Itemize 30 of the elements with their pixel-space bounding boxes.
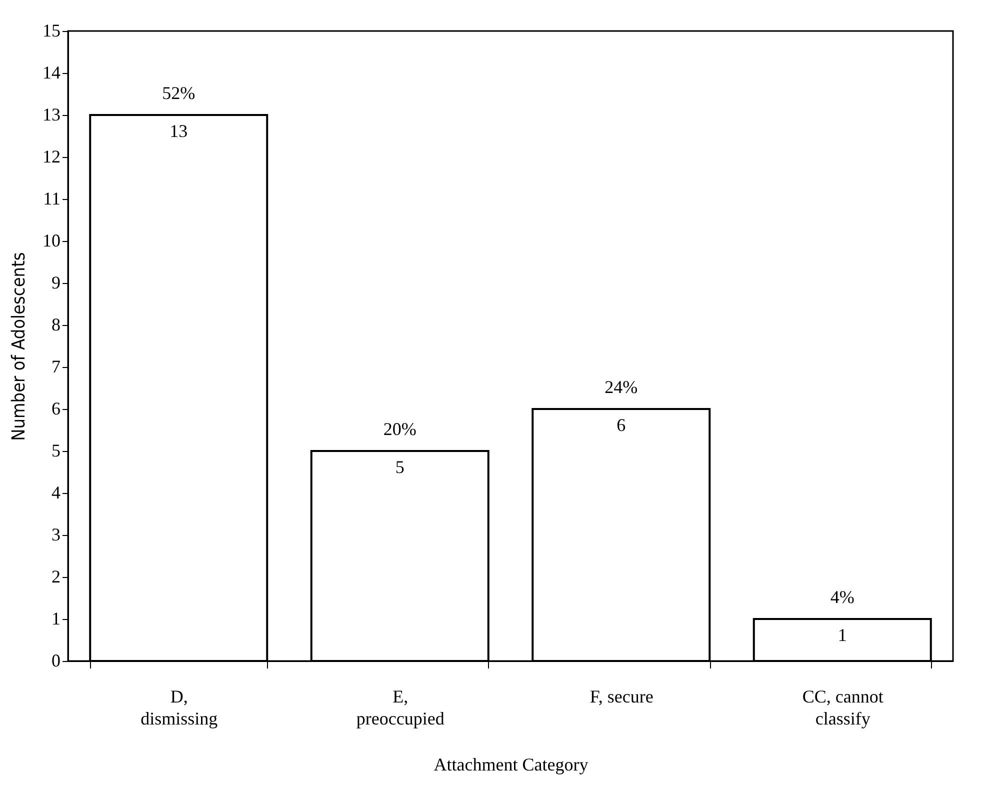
x-axis-title: Attachment Category — [434, 754, 588, 774]
y-tick-label: 8 — [52, 314, 60, 334]
y-tick-label: 5 — [52, 440, 60, 460]
annotation: 20% — [383, 419, 416, 439]
y-tick-label: 1 — [52, 608, 60, 628]
y-tick-label: 11 — [43, 188, 60, 208]
data-label: 6 — [616, 415, 626, 435]
x-tick-label: CC, cannot classify — [802, 686, 884, 728]
y-tick-label: 13 — [42, 104, 60, 124]
y-tick-label: 14 — [42, 62, 60, 82]
annotation: 4% — [830, 587, 854, 607]
y-tick-label: 0 — [52, 650, 60, 670]
y-tick-label: 2 — [52, 566, 60, 586]
y-tick-label: 4 — [52, 482, 60, 502]
data-label: 1 — [838, 625, 847, 645]
x-tick-label: E, preoccupied — [356, 686, 444, 728]
y-axis-title: Number of Adolescents — [8, 252, 30, 441]
y-tick-label: 6 — [52, 398, 60, 418]
x-tick-label: D, dismissing — [140, 686, 218, 728]
y-tick-label: 12 — [42, 146, 60, 166]
annotation: 24% — [604, 377, 638, 397]
y-tick-label: 7 — [52, 356, 60, 376]
y-tick-label: 3 — [52, 524, 60, 544]
y-tick-label: 15 — [42, 20, 60, 40]
annotation: 52% — [162, 83, 196, 103]
y-tick-label: 10 — [42, 230, 60, 250]
data-label: 5 — [395, 457, 404, 477]
x-tick-label: F, secure — [590, 686, 654, 706]
y-tick-label: 9 — [52, 272, 60, 292]
data-label: 13 — [170, 121, 188, 141]
